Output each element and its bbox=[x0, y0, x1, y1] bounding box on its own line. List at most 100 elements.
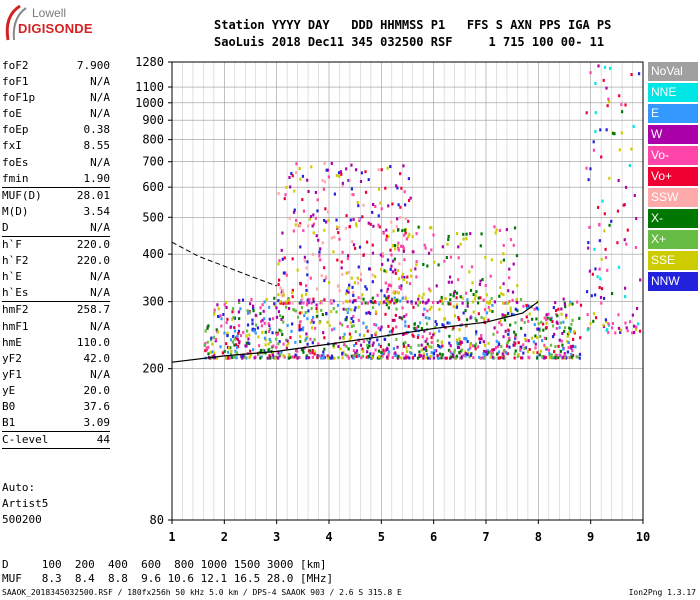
echo-point bbox=[635, 306, 639, 310]
echo-point bbox=[449, 344, 452, 348]
echo-point bbox=[271, 317, 275, 321]
echo-point bbox=[555, 354, 558, 358]
echo-point bbox=[281, 294, 284, 298]
echo-point bbox=[387, 343, 390, 347]
echo-point bbox=[369, 352, 372, 356]
echo-point bbox=[319, 247, 322, 251]
echo-point bbox=[314, 216, 318, 220]
echo-point bbox=[293, 355, 296, 359]
echo-point bbox=[498, 229, 502, 233]
echo-point bbox=[285, 273, 288, 277]
file-info-footer: SAAOK_2018345032500.RSF / 180fx256h 50 k… bbox=[2, 588, 402, 597]
legend-item: SSE bbox=[648, 251, 698, 270]
echo-point bbox=[339, 321, 342, 325]
echo-point bbox=[308, 217, 311, 221]
echo-point bbox=[558, 338, 561, 342]
echo-point bbox=[493, 326, 496, 330]
echo-point bbox=[429, 355, 432, 359]
echo-point bbox=[293, 189, 296, 193]
echo-point bbox=[558, 353, 561, 357]
echo-point bbox=[348, 178, 351, 182]
echo-point bbox=[306, 301, 309, 305]
echo-point bbox=[228, 356, 231, 360]
echo-point bbox=[298, 326, 301, 330]
echo-point bbox=[491, 309, 494, 313]
echo-point bbox=[565, 313, 568, 317]
param-value: N/A bbox=[90, 319, 110, 333]
echo-point bbox=[599, 128, 602, 132]
echo-point bbox=[315, 287, 319, 291]
echo-point bbox=[502, 258, 506, 262]
echo-point bbox=[520, 318, 524, 322]
echo-point bbox=[250, 298, 253, 302]
echo-point bbox=[337, 284, 340, 288]
echo-point bbox=[237, 331, 240, 335]
echo-point bbox=[390, 264, 393, 268]
echo-point bbox=[230, 349, 233, 353]
echo-point bbox=[356, 281, 360, 285]
echo-point bbox=[411, 235, 414, 239]
echo-point bbox=[631, 331, 634, 335]
echo-point bbox=[284, 193, 287, 197]
echo-point bbox=[377, 343, 381, 347]
echo-point bbox=[590, 294, 593, 298]
echo-point bbox=[231, 356, 234, 360]
echo-point bbox=[387, 324, 390, 328]
echo-point bbox=[357, 217, 361, 221]
echo-point bbox=[466, 298, 469, 302]
echo-point bbox=[213, 353, 216, 357]
echo-point bbox=[386, 290, 389, 294]
echo-point bbox=[405, 346, 408, 350]
echo-point bbox=[301, 297, 304, 301]
echo-point bbox=[357, 204, 360, 208]
echo-point bbox=[371, 243, 374, 247]
echo-point bbox=[469, 343, 472, 347]
echo-point bbox=[426, 300, 429, 304]
echo-point bbox=[311, 348, 314, 352]
echo-point bbox=[600, 287, 604, 291]
echo-point bbox=[477, 345, 480, 349]
echo-point bbox=[305, 354, 308, 358]
echo-point bbox=[432, 351, 436, 355]
echo-point bbox=[413, 326, 416, 330]
echo-point bbox=[385, 303, 388, 307]
echo-point bbox=[490, 352, 493, 356]
echo-point bbox=[277, 351, 280, 355]
x-tick-label: 1 bbox=[168, 530, 175, 544]
echo-point bbox=[500, 344, 503, 348]
echo-point bbox=[574, 345, 577, 349]
echo-point bbox=[543, 316, 546, 320]
echo-point bbox=[393, 257, 396, 261]
profile-lines bbox=[171, 241, 539, 363]
echo-point bbox=[286, 344, 289, 348]
echo-point bbox=[237, 329, 241, 333]
param-value: N/A bbox=[90, 270, 110, 284]
echo-point bbox=[464, 350, 467, 354]
echo-point bbox=[344, 292, 348, 296]
echo-point bbox=[274, 356, 277, 360]
echo-point bbox=[399, 216, 402, 220]
echo-point bbox=[331, 301, 334, 305]
echo-point bbox=[403, 275, 406, 279]
echo-point bbox=[585, 111, 588, 115]
echo-point bbox=[267, 348, 270, 352]
echo-point bbox=[204, 349, 207, 353]
echo-point bbox=[609, 66, 612, 70]
echo-point bbox=[635, 217, 638, 221]
echo-point bbox=[405, 355, 408, 359]
echo-point bbox=[447, 301, 450, 305]
echo-point bbox=[464, 352, 467, 356]
echo-point bbox=[321, 179, 324, 183]
echo-point bbox=[234, 349, 237, 353]
echo-point bbox=[393, 296, 396, 300]
echo-point bbox=[288, 353, 291, 357]
echo-point bbox=[277, 310, 281, 314]
echo-point bbox=[598, 267, 601, 271]
echo-point bbox=[379, 268, 383, 272]
echo-point bbox=[238, 301, 241, 305]
echo-point bbox=[513, 226, 517, 230]
echo-point bbox=[280, 329, 283, 333]
echo-point bbox=[206, 340, 209, 344]
echo-point bbox=[287, 306, 291, 310]
echo-point bbox=[385, 228, 388, 232]
